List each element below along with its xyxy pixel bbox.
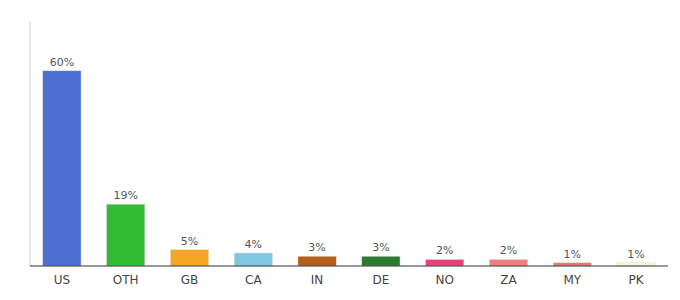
chart-container: US OTH GB CA IN DE NO ZA MY PK 60% 19% 5% 4% 3% 3% 2% 2% 1… xyxy=(0,0,680,300)
x-tick-label: CA xyxy=(245,273,262,287)
x-tick-label: OTH xyxy=(113,273,139,287)
bar xyxy=(362,256,400,266)
x-tick-label: US xyxy=(54,273,70,287)
x-axis-line xyxy=(30,265,668,266)
chart-svg: US OTH GB CA IN DE NO ZA MY PK 60% 19% 5% 4% 3% 3% 2% 2% 1… xyxy=(0,0,680,300)
bar xyxy=(426,259,464,266)
x-tick-label: MY xyxy=(563,273,581,287)
data-label: 1% xyxy=(627,248,644,261)
data-label: 19% xyxy=(113,189,137,202)
bar xyxy=(43,71,81,266)
bars xyxy=(43,71,655,266)
bar xyxy=(489,259,527,266)
x-tick-label: IN xyxy=(311,273,324,287)
y-range-line xyxy=(30,22,31,266)
data-label: 2% xyxy=(436,244,453,257)
data-label: 2% xyxy=(500,244,517,257)
data-label: 5% xyxy=(181,235,198,248)
x-tick-label: NO xyxy=(435,273,453,287)
data-label: 3% xyxy=(308,241,325,254)
data-label: 3% xyxy=(372,241,389,254)
data-label: 1% xyxy=(564,248,581,261)
x-tick-label: GB xyxy=(181,273,199,287)
x-tick-label: ZA xyxy=(500,273,517,287)
bar xyxy=(234,253,272,266)
x-tick-label: DE xyxy=(372,273,389,287)
x-tick-label: PK xyxy=(629,273,645,287)
bar xyxy=(107,204,145,266)
data-label: 4% xyxy=(245,238,262,251)
bar xyxy=(298,256,336,266)
bar xyxy=(170,250,208,266)
data-label: 60% xyxy=(50,56,74,69)
